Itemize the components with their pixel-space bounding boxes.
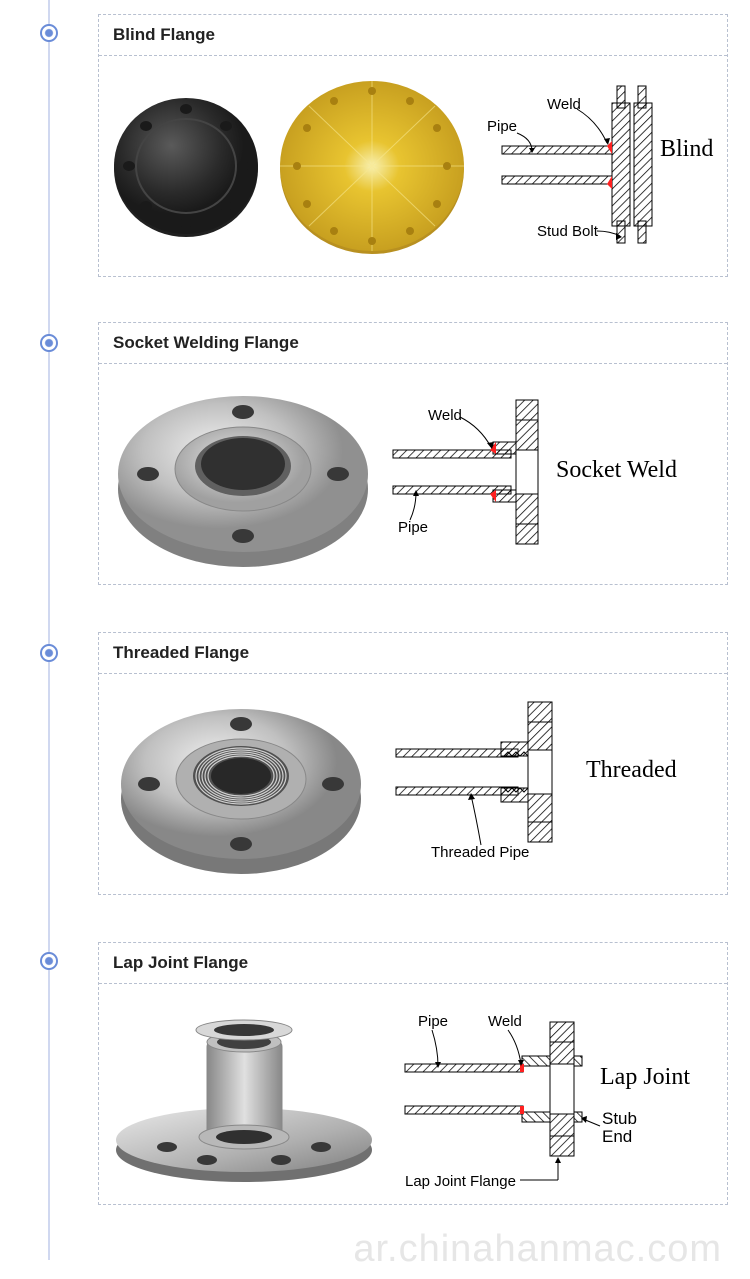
card-body: Pipe Weld Stud Bolt Blind — [99, 56, 727, 276]
label-stub-end2: End — [602, 1127, 632, 1146]
blind-flange-gold-photo — [275, 74, 470, 259]
label-weld: Weld — [428, 407, 462, 424]
card-socket-welding: Socket Welding Flange — [98, 322, 728, 585]
watermark-text: ar.chinahanmac.com — [353, 1228, 722, 1271]
threaded-flange-photo — [111, 684, 371, 884]
label-type: Threaded — [586, 757, 677, 783]
blind-flange-dark-photo — [109, 89, 264, 244]
timeline-marker — [40, 952, 58, 970]
label-type: Blind — [660, 136, 713, 162]
label-pipe: Pipe — [418, 1013, 448, 1030]
card-title: Socket Welding Flange — [99, 323, 727, 364]
card-body: Weld Pipe Socket Weld — [99, 364, 727, 584]
timeline-marker — [40, 24, 58, 42]
label-threaded-pipe: Threaded Pipe — [431, 844, 529, 861]
timeline-line — [48, 0, 50, 1260]
card-body: Pipe Weld Lap Joint Flange Lap Joint Stu… — [99, 984, 727, 1204]
card-body: Threaded Pipe Threaded — [99, 674, 727, 894]
blind-flange-diagram: Pipe Weld Stud Bolt Blind — [482, 81, 717, 251]
label-stud-bolt: Stud Bolt — [537, 223, 599, 240]
threaded-diagram: Threaded Pipe Threaded — [386, 697, 716, 872]
label-pipe: Pipe — [487, 118, 517, 135]
timeline-marker — [40, 644, 58, 662]
card-title: Blind Flange — [99, 15, 727, 56]
label-type: Socket Weld — [556, 457, 677, 483]
lap-joint-photo — [107, 1002, 382, 1187]
label-weld: Weld — [547, 96, 581, 113]
socket-diagram: Weld Pipe Socket Weld — [388, 392, 718, 557]
timeline-marker — [40, 334, 58, 352]
card-title: Threaded Flange — [99, 633, 727, 674]
label-stub-end: Stub — [602, 1109, 637, 1128]
label-weld: Weld — [488, 1013, 522, 1030]
card-title: Lap Joint Flange — [99, 943, 727, 984]
label-type: Lap Joint — [600, 1064, 690, 1090]
card-blind-flange: Blind Flange — [98, 14, 728, 277]
label-lap-joint: Lap Joint Flange — [405, 1173, 516, 1190]
card-threaded: Threaded Flange — [98, 632, 728, 895]
card-lap-joint: Lap Joint Flange — [98, 942, 728, 1205]
socket-flange-photo — [108, 374, 378, 574]
lap-joint-diagram: Pipe Weld Lap Joint Flange Lap Joint Stu… — [390, 994, 720, 1194]
label-pipe: Pipe — [398, 519, 428, 536]
